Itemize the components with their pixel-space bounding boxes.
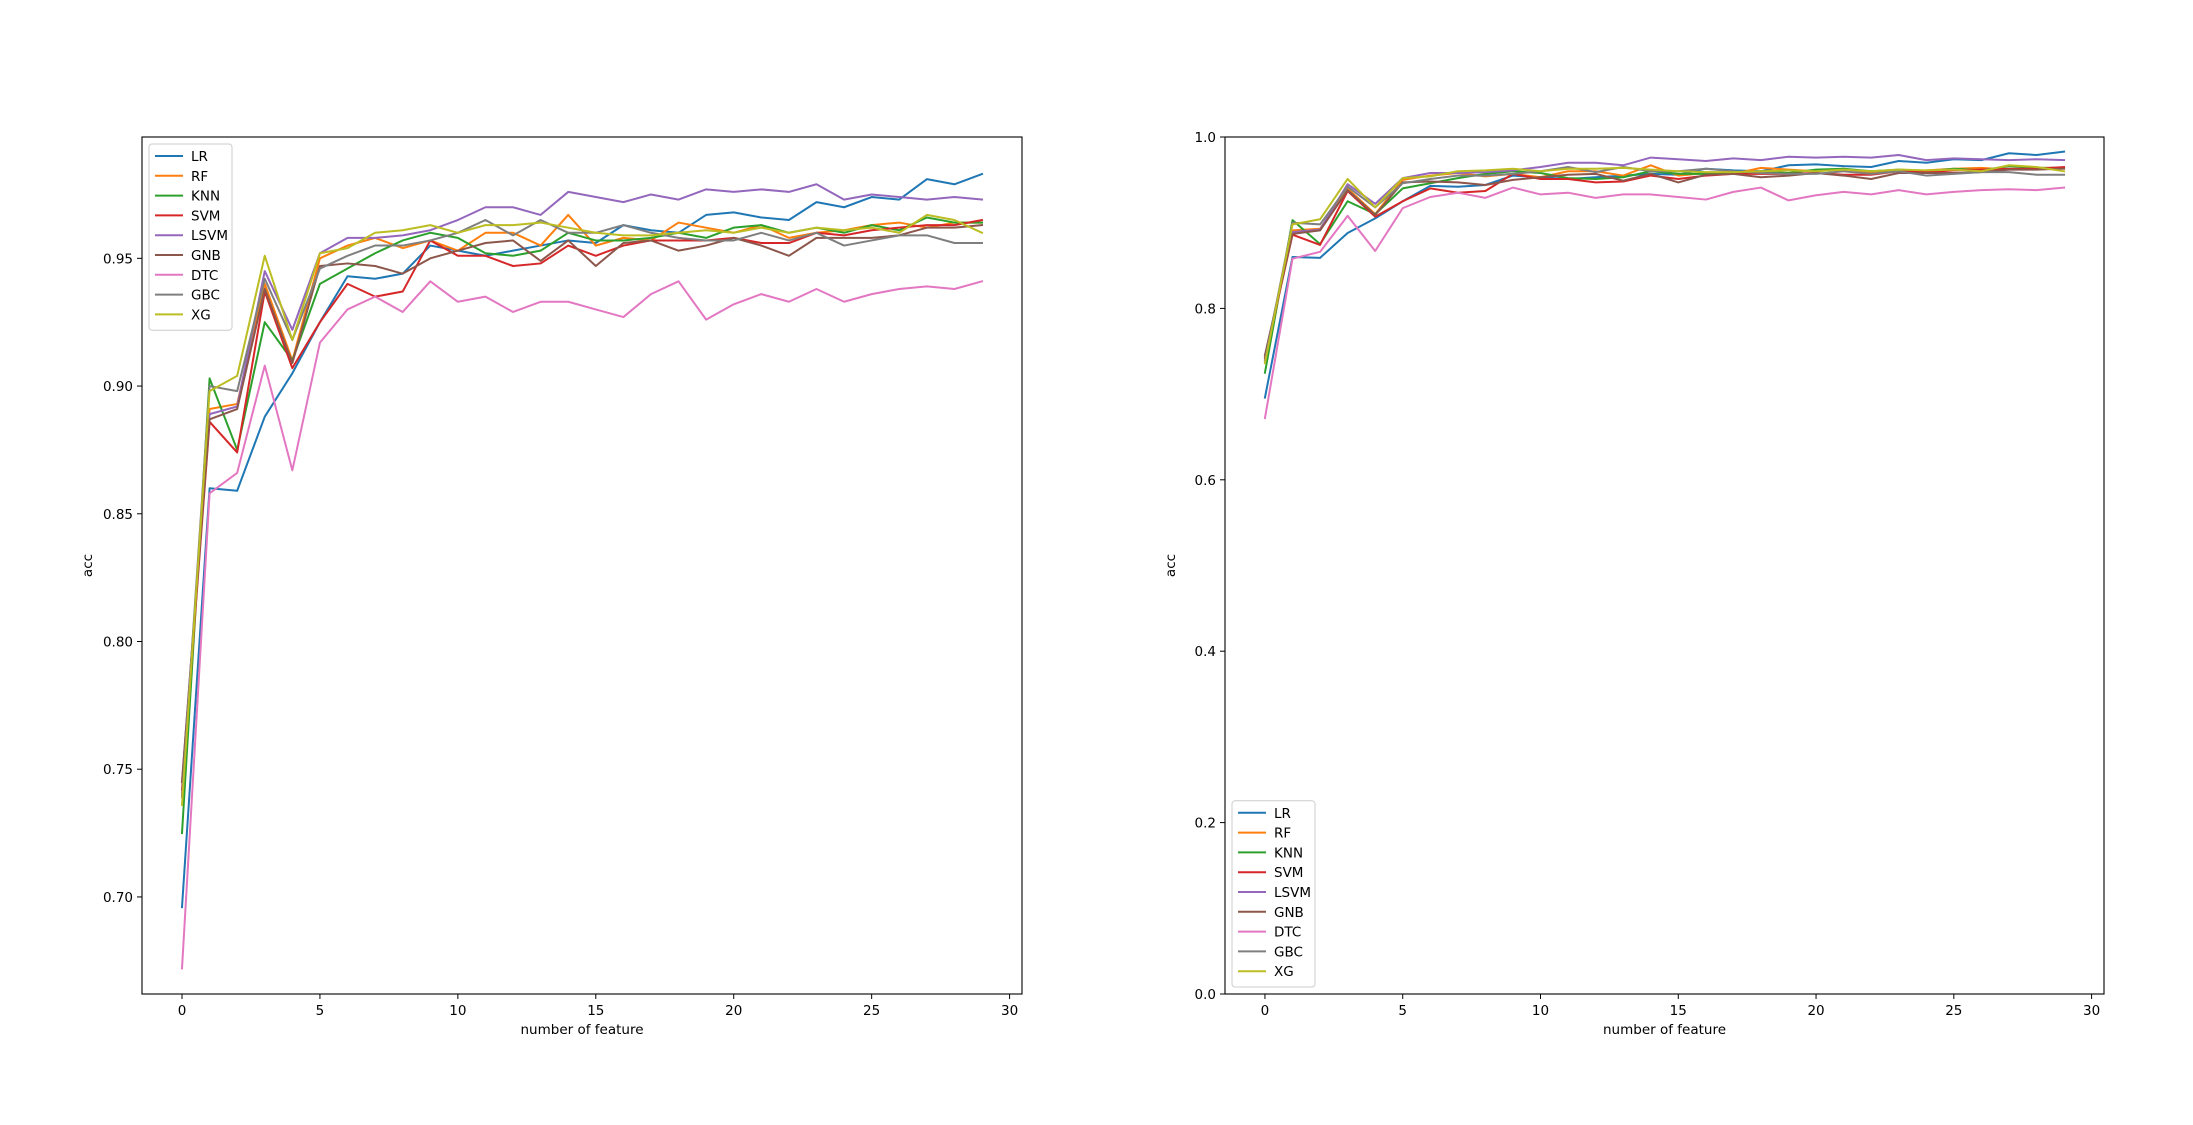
right-chart: 0 5 10 15 20 25 30 0.0 0.2 0.4 0.6 0.8 1.0 number of … <box>1163 130 2105 1038</box>
legend-label-lr: LR <box>1274 806 1291 822</box>
x-tick-label: 20 <box>1807 1003 1824 1019</box>
y-tick-label: 0.85 <box>103 507 133 523</box>
series-line-dtc <box>1263 186 2066 420</box>
legend-label-gnb: GNB <box>1274 905 1304 921</box>
series-line-xg <box>1263 164 2066 365</box>
y-tick-label: 0.95 <box>103 251 133 267</box>
x-tick-label: 30 <box>2083 1003 2100 1019</box>
y-tick-label: 0.75 <box>103 762 133 778</box>
x-tick-label: 10 <box>1532 1003 1549 1019</box>
series-line-xg <box>180 213 984 807</box>
series-group <box>180 172 984 970</box>
legend-label-gbc: GBC <box>191 288 220 304</box>
x-tick-label: 5 <box>1398 1003 1407 1019</box>
x-tick-label: 15 <box>1670 1003 1687 1019</box>
y-tick-label: 0.70 <box>103 890 133 906</box>
legend-label-xg: XG <box>191 307 211 323</box>
y-tick-label: 0.6 <box>1195 473 1216 489</box>
legend-label-rf: RF <box>1274 826 1291 842</box>
y-tick-label: 0.0 <box>1195 987 1216 1003</box>
x-axis-label: number of feature <box>520 1022 643 1038</box>
legend-label-gbc: GBC <box>1274 944 1303 960</box>
x-tick-label: 25 <box>1945 1003 1962 1019</box>
legend-label-svm: SVM <box>1274 865 1303 881</box>
legend-box <box>148 143 233 331</box>
x-tick-label: 30 <box>1001 1003 1018 1019</box>
legend-label-knn: KNN <box>191 189 220 205</box>
x-tick-label: 5 <box>316 1003 325 1019</box>
y-axis-label: acc <box>1163 554 1179 577</box>
x-axis-label: number of feature <box>1603 1022 1726 1038</box>
legend-label-dtc: DTC <box>1274 925 1301 941</box>
legend-box <box>1231 800 1316 988</box>
legend-label-dtc: DTC <box>191 268 218 284</box>
y-tick-label: 0.80 <box>103 634 133 650</box>
legend-label-lsvm: LSVM <box>1274 885 1311 901</box>
x-tick-label: 20 <box>725 1003 742 1019</box>
y-axis-label: acc <box>80 554 96 577</box>
series-group <box>1263 150 2066 420</box>
legend-label-rf: RF <box>191 169 208 185</box>
legend: LR RF KNN SVM LSVM GNB DTC GBC XG <box>1231 800 1316 988</box>
left-chart: 0 5 10 15 20 25 30 0.70 0.75 0.80 0.85 0.90 0.95 numb… <box>80 136 1023 1038</box>
x-tick-label: 0 <box>178 1003 187 1019</box>
series-line-svm <box>180 218 984 791</box>
y-tick-label: 0.8 <box>1195 301 1216 317</box>
y-tick-label: 0.90 <box>103 379 133 395</box>
legend: LR RF KNN SVM LSVM GNB DTC GBC XG <box>148 143 233 331</box>
axes-frame <box>141 136 1023 995</box>
y-tick-label: 0.2 <box>1195 816 1216 832</box>
y-tick-label: 1.0 <box>1195 130 1216 146</box>
legend-label-lsvm: LSVM <box>191 228 228 244</box>
legend-label-xg: XG <box>1274 964 1294 980</box>
legend-label-knn: KNN <box>1274 845 1303 861</box>
series-line-knn <box>180 216 983 835</box>
x-tick-label: 0 <box>1261 1003 1270 1019</box>
axes-frame <box>1224 136 2105 995</box>
y-tick-label: 0.4 <box>1195 644 1216 660</box>
legend-label-gnb: GNB <box>191 248 221 264</box>
x-tick-label: 25 <box>863 1003 880 1019</box>
series-line-gbc <box>180 219 983 799</box>
legend-label-svm: SVM <box>191 208 220 224</box>
series-line-dtc <box>180 280 984 970</box>
legend-label-lr: LR <box>191 149 208 165</box>
x-tick-label: 10 <box>449 1003 466 1019</box>
x-tick-label: 15 <box>587 1003 604 1019</box>
